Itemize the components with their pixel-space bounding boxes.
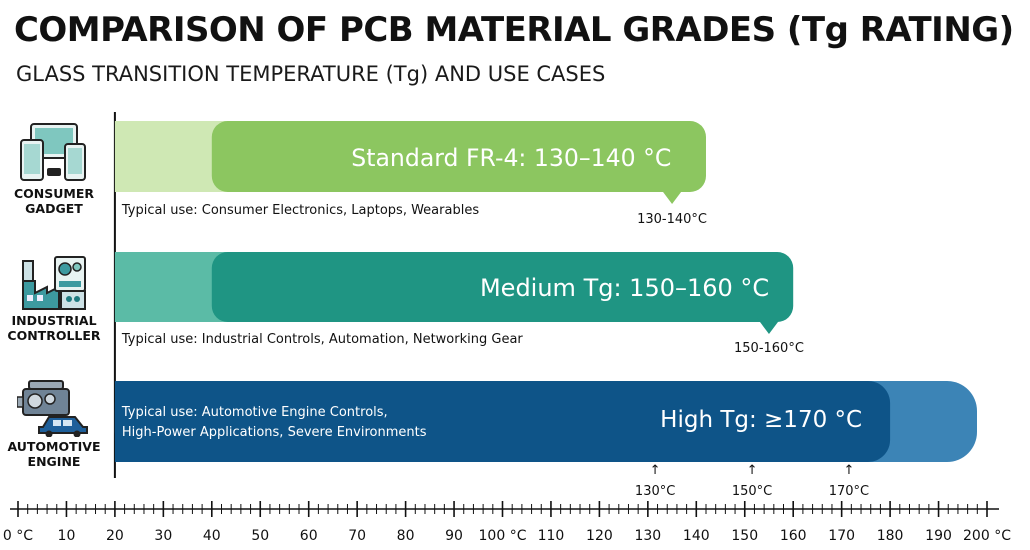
bar-medium-tg-label: Medium Tg: 150–160 °C <box>480 274 769 302</box>
bar-standard-fr4-label: Standard FR-4: 130–140 °C <box>351 144 671 172</box>
bar-high-tg-left-edge <box>114 381 145 462</box>
marker-standard-fr4: 130-140°C <box>637 212 707 227</box>
bar-high-tg <box>114 381 891 462</box>
use-medium-tg: Typical use: Industrial Controls, Automa… <box>121 332 524 347</box>
x-tick-label: 40 <box>203 528 221 544</box>
x-tick-label: 90 <box>445 528 463 544</box>
consumer-gadget-icon <box>20 123 86 181</box>
bar-medium-tg <box>211 252 794 322</box>
industrial-controller-block: INDUSTRIAL CONTROLLER <box>4 251 104 343</box>
automotive-engine-block: AUTOMOTIVE ENGINE <box>4 377 104 469</box>
consumer-gadget-block: CONSUMER GADGET <box>4 122 104 216</box>
bar-medium-tg-pointer <box>756 318 781 334</box>
x-tick-label: 30 <box>154 528 172 544</box>
marker-arrow-170: ↑ <box>843 463 854 478</box>
use-standard-fr4: Typical use: Consumer Electronics, Lapto… <box>121 203 479 218</box>
x-tick-label: 0 °C <box>3 528 33 544</box>
page-subtitle: GLASS TRANSITION TEMPERATURE (Tg) AND US… <box>16 62 606 86</box>
x-tick-label: 160 <box>780 528 807 544</box>
marker-arrow-150: ↑ <box>747 463 758 478</box>
marker-label-170: 170°C <box>829 484 869 499</box>
automotive-engine-label: AUTOMOTIVE ENGINE <box>7 439 101 469</box>
bar-standard-fr4-pointer <box>660 188 685 204</box>
x-tick-label: 20 <box>106 528 124 544</box>
marker-label-150: 150°C <box>732 484 772 499</box>
x-tick-label: 100 °C <box>479 528 527 544</box>
x-tick-label: 170 <box>828 528 855 544</box>
x-tick-label: 200 °C <box>963 528 1011 544</box>
marker-label-130: 130°C <box>635 484 675 499</box>
marker-medium-tg: 150-160°C <box>734 341 804 356</box>
bar-high-tg-label: High Tg: ≥170 °C <box>660 407 862 433</box>
bar-standard-fr4 <box>211 121 706 192</box>
x-tick-label: 130 <box>634 528 661 544</box>
industrial-controller-icon <box>22 256 86 310</box>
marker-arrow-130: ↑ <box>650 463 661 478</box>
x-tick-label: 10 <box>58 528 76 544</box>
x-tick-label: 120 <box>586 528 613 544</box>
x-tick-label: 180 <box>877 528 904 544</box>
x-tick-label: 70 <box>348 528 366 544</box>
x-tick-label: 190 <box>925 528 952 544</box>
consumer-gadget-label: CONSUMER GADGET <box>13 186 95 216</box>
page-title: COMPARISON OF PCB MATERIAL GRADES (Tg RA… <box>14 10 1014 50</box>
x-tick-label: 50 <box>251 528 269 544</box>
automotive-engine-icon <box>17 380 88 437</box>
use-high-tg-line2: High-Power Applications, Severe Environm… <box>122 425 427 440</box>
x-tick-label: 150 <box>731 528 758 544</box>
x-tick-label: 140 <box>683 528 710 544</box>
industrial-controller-label: INDUSTRIAL CONTROLLER <box>7 313 101 343</box>
use-high-tg-line1: Typical use: Automotive Engine Controls, <box>121 405 388 420</box>
x-tick-label: 80 <box>397 528 415 544</box>
x-tick-label: 110 <box>538 528 565 544</box>
x-tick-label: 60 <box>300 528 318 544</box>
